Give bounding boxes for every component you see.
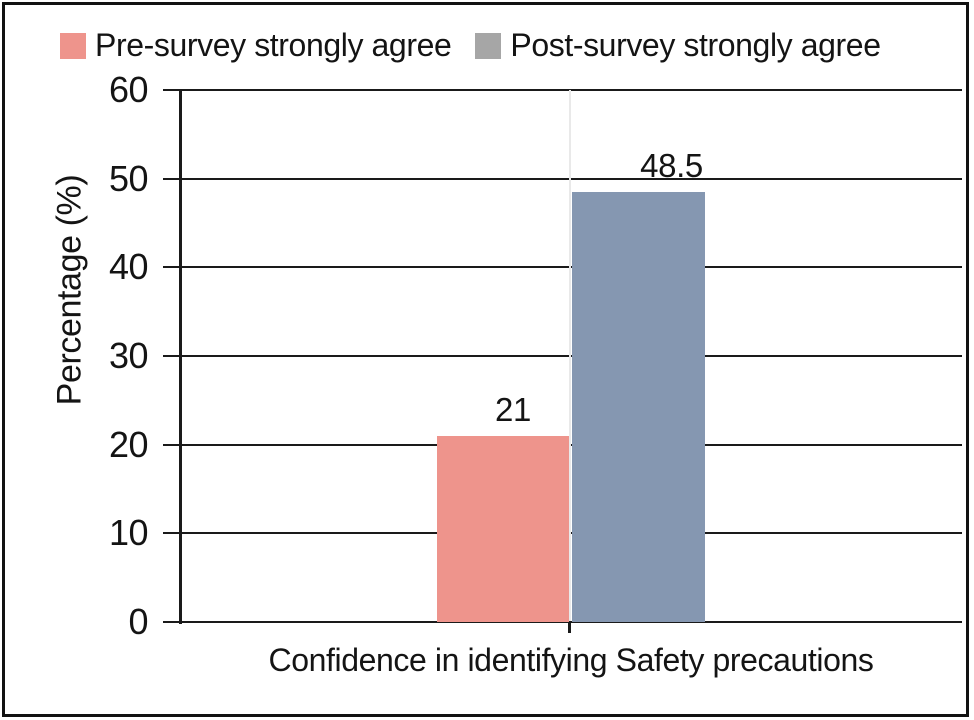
legend: Pre-survey strongly agree Post-survey st… bbox=[60, 27, 881, 64]
x-axis-tick bbox=[568, 621, 571, 633]
post-survey-swatch-icon bbox=[475, 32, 502, 59]
legend-item-pre-survey[interactable]: Pre-survey strongly agree bbox=[60, 27, 452, 64]
y-tick-50 bbox=[163, 177, 180, 180]
gridline-20 bbox=[180, 443, 962, 446]
y-tick-60 bbox=[163, 89, 180, 91]
y-tick-label-50: 50 bbox=[108, 157, 149, 199]
y-tick-label-30: 30 bbox=[108, 335, 149, 376]
post-survey-legend-label: Post-survey strongly agree bbox=[510, 27, 881, 63]
bar-pre-survey[interactable] bbox=[437, 436, 569, 622]
y-tick-10 bbox=[163, 532, 180, 535]
y-axis-line bbox=[179, 90, 182, 624]
y-tick-label-40: 40 bbox=[108, 246, 149, 288]
y-tick-30 bbox=[163, 355, 180, 357]
y-tick-label-20: 20 bbox=[108, 423, 149, 465]
y-tick-label-0: 0 bbox=[128, 601, 148, 642]
legend-item-post-survey[interactable]: Post-survey strongly agree bbox=[475, 27, 881, 64]
gridline-0 bbox=[180, 621, 962, 623]
gridline-10 bbox=[180, 532, 962, 535]
y-tick-40 bbox=[163, 266, 180, 269]
gridline-40 bbox=[180, 266, 962, 269]
plot-area: 21 48.5 bbox=[163, 89, 962, 633]
gridline-30 bbox=[180, 355, 962, 357]
pre-survey-legend-label: Pre-survey strongly agree bbox=[95, 27, 452, 63]
gridline-60 bbox=[180, 89, 962, 91]
pre-survey-swatch-icon bbox=[60, 32, 86, 59]
y-tick-0 bbox=[163, 621, 180, 623]
y-tick-20 bbox=[163, 443, 180, 446]
y-tick-label-60: 60 bbox=[108, 69, 149, 110]
x-axis-category-label: Confidence in identifying Safety precaut… bbox=[268, 642, 874, 678]
post-survey-value-label: 48.5 bbox=[640, 147, 703, 184]
gridline-50 bbox=[180, 177, 962, 180]
y-tick-label-10: 10 bbox=[108, 512, 149, 554]
category-separator-gridline bbox=[569, 90, 571, 622]
pre-survey-value-label: 21 bbox=[495, 391, 531, 428]
bar-post-survey[interactable] bbox=[572, 192, 705, 622]
